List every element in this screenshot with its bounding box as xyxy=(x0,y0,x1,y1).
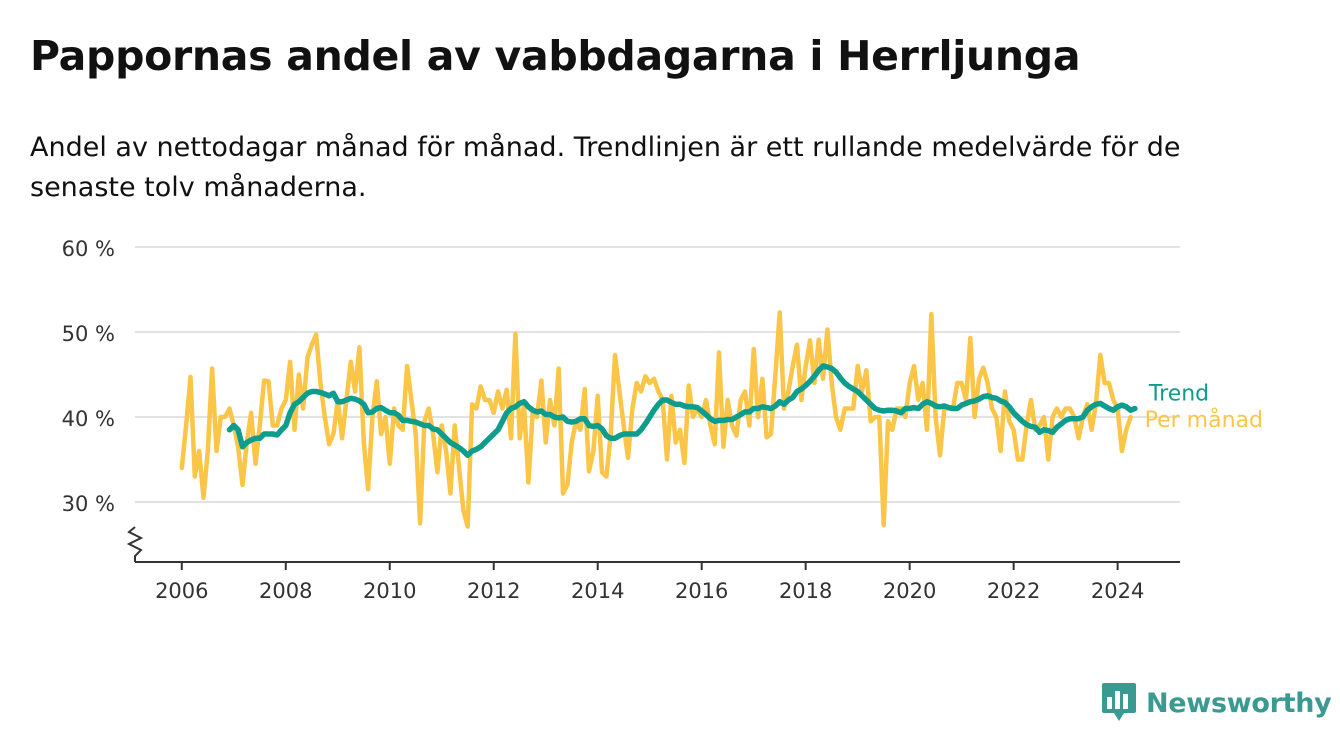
x-tick-label: 2018 xyxy=(779,579,832,603)
x-tick-label: 2012 xyxy=(467,579,520,603)
x-tick-label: 2010 xyxy=(363,579,416,603)
chart-title: Pappornas andel av vabbdagarna i Herrlju… xyxy=(30,32,1081,80)
y-axis-break-icon xyxy=(126,526,144,562)
series-lines xyxy=(179,310,1138,529)
x-tick-label: 2024 xyxy=(1091,579,1144,603)
brand-name: Newsworthy xyxy=(1146,687,1332,719)
brand-logo: Newsworthy xyxy=(1102,683,1332,723)
y-tick-label: 60 % xyxy=(62,237,115,261)
x-tick-label: 2008 xyxy=(259,579,312,603)
x-tick-label: 2022 xyxy=(987,579,1040,603)
x-tick-label: 2014 xyxy=(571,579,624,603)
y-tick-label: 40 % xyxy=(62,407,115,431)
chart-subtitle: Andel av nettodagar månad för månad. Tre… xyxy=(30,132,1181,203)
y-tick-label: 30 % xyxy=(62,492,115,516)
series-label-monthly: Per månad xyxy=(1145,407,1263,433)
x-tick-label: 2016 xyxy=(675,579,728,603)
series-line-trend xyxy=(226,363,1138,459)
series-line-monthly xyxy=(179,310,1133,529)
newsworthy-logo-icon xyxy=(1102,683,1136,721)
series-label-trend: Trend xyxy=(1148,382,1209,407)
x-tick-label: 2020 xyxy=(883,579,936,603)
x-tick-label: 2006 xyxy=(155,579,208,603)
axes: 30 % 40 % 50 % 60 % 2006 2008 2010 2012 2014 2016… xyxy=(62,237,1180,603)
y-tick-label: 50 % xyxy=(62,322,115,346)
grid-lines xyxy=(135,246,1180,503)
